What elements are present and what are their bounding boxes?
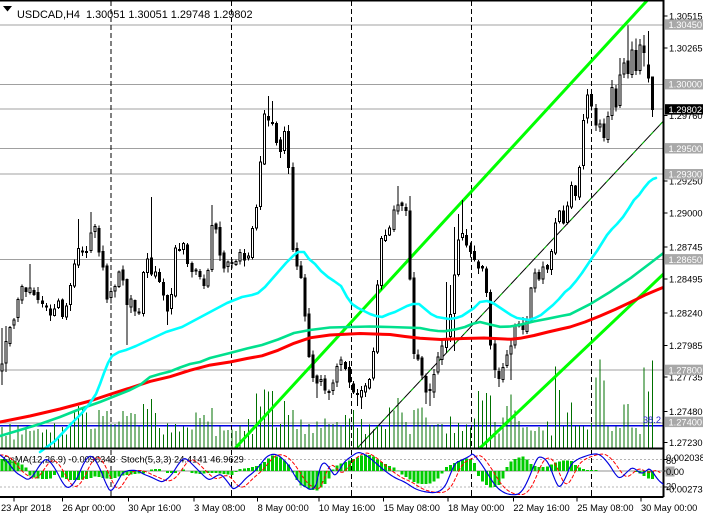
svg-text:1.27985: 1.27985 bbox=[669, 341, 703, 351]
svg-text:1.29300: 1.29300 bbox=[669, 170, 703, 180]
svg-text:20: 20 bbox=[666, 482, 676, 492]
svg-text:10 May 16:00: 10 May 16:00 bbox=[319, 503, 375, 513]
svg-text:1.27480: 1.27480 bbox=[669, 407, 703, 417]
svg-text:1.28495: 1.28495 bbox=[669, 275, 703, 285]
svg-text:26 Apr 00:00: 26 Apr 00:00 bbox=[63, 503, 116, 513]
svg-text:1.30450: 1.30450 bbox=[669, 20, 703, 30]
svg-text:-0.0027311: -0.0027311 bbox=[666, 484, 703, 494]
svg-text:1.29000: 1.29000 bbox=[669, 209, 703, 219]
svg-text:30 May 00:00: 30 May 00:00 bbox=[641, 503, 697, 513]
svg-text:1.28745: 1.28745 bbox=[669, 243, 703, 253]
svg-text:1.28650: 1.28650 bbox=[669, 255, 703, 265]
svg-text:OsMA(12,26,9) -0.0096343 Stoc: OsMA(12,26,9) -0.0096343 Stoch(5,3,3) 24… bbox=[3, 455, 244, 465]
svg-text:USDCAD,H4 1.30051 1.30051 1.2: USDCAD,H4 1.30051 1.30051 1.29748 1.2980… bbox=[17, 9, 253, 21]
svg-text:1.29802: 1.29802 bbox=[669, 105, 703, 115]
svg-text:1.27735: 1.27735 bbox=[669, 373, 703, 383]
svg-text:1.30000: 1.30000 bbox=[669, 80, 703, 90]
svg-text:1.27230: 1.27230 bbox=[669, 438, 703, 448]
svg-text:30 Apr 16:00: 30 Apr 16:00 bbox=[128, 503, 181, 513]
svg-text:1.29500: 1.29500 bbox=[669, 144, 703, 154]
svg-text:22 May 16:00: 22 May 16:00 bbox=[513, 503, 569, 513]
svg-text:1.30265: 1.30265 bbox=[669, 44, 703, 54]
svg-text:25 May 08:00: 25 May 08:00 bbox=[577, 503, 633, 513]
svg-text:1.28240: 1.28240 bbox=[669, 308, 703, 318]
svg-text:38.2: 38.2 bbox=[643, 415, 661, 425]
svg-text:15 May 08:00: 15 May 08:00 bbox=[384, 503, 440, 513]
svg-text:80: 80 bbox=[666, 456, 676, 466]
svg-text:1.27400: 1.27400 bbox=[669, 417, 703, 427]
svg-text:3 May 08:00: 3 May 08:00 bbox=[194, 503, 245, 513]
svg-text:18 May 00:00: 18 May 00:00 bbox=[448, 503, 504, 513]
svg-text:8 May 00:00: 8 May 00:00 bbox=[258, 503, 309, 513]
svg-text:1.29250: 1.29250 bbox=[669, 177, 703, 187]
svg-text:0.00: 0.00 bbox=[666, 467, 684, 477]
svg-text:1.29760: 1.29760 bbox=[669, 111, 703, 121]
svg-text:1.30515: 1.30515 bbox=[669, 12, 703, 22]
svg-text:23 Apr 2018: 23 Apr 2018 bbox=[1, 503, 51, 513]
svg-text:0.0020386: 0.0020386 bbox=[666, 453, 703, 463]
svg-text:1.27800: 1.27800 bbox=[669, 365, 703, 375]
